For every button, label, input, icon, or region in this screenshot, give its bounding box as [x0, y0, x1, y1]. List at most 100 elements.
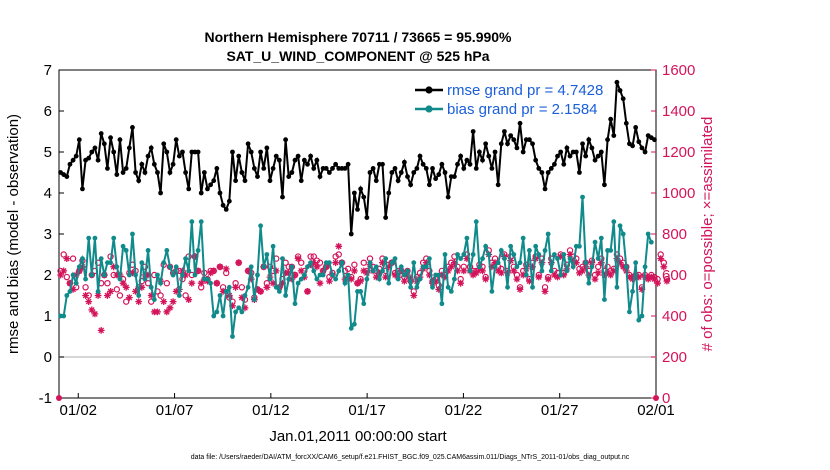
obs-assimilated-point [657, 255, 665, 262]
bias-point [401, 272, 407, 278]
y-axis-label-left: rmse and bias (model - observation) [5, 114, 22, 354]
rmse-point [620, 96, 626, 102]
bias-point [192, 272, 198, 278]
obs-assimilated-point [401, 277, 408, 285]
bias-point [577, 243, 582, 249]
rmse-point [580, 141, 585, 147]
bias-point [395, 276, 401, 282]
rmse-point [652, 137, 657, 143]
x-axis-ticks: 01/02 01/07 01/12 01/17 01/22 01/27 02/01 [59, 393, 675, 419]
obs-possible-point [82, 284, 89, 291]
legend-swatch-marker [425, 105, 433, 113]
obs-assimilated-point [663, 277, 671, 285]
rmse-point [451, 174, 457, 180]
rmse-point [264, 145, 270, 151]
rmse-point [70, 157, 76, 163]
obs-assimilated-point [651, 275, 658, 283]
rmse-point [561, 161, 567, 167]
left-tick-label: 1 [44, 308, 52, 325]
obs-assimilated-point [363, 269, 371, 277]
obs-assimilated-point [544, 275, 552, 283]
obs-possible-point [182, 292, 189, 299]
rmse-point [136, 178, 142, 184]
obs-possible-point [157, 292, 164, 299]
obs-assimilated-point [316, 279, 324, 287]
bias-point [586, 280, 592, 286]
bias-point [514, 264, 520, 270]
rmse-point [111, 149, 117, 155]
obs-assimilated-point [213, 279, 221, 287]
bias-point [542, 248, 548, 253]
bias-point [623, 264, 629, 270]
bias-point [439, 301, 445, 307]
obs-assimilated-point [135, 298, 143, 305]
obs-assimilated-point [347, 275, 355, 283]
obs-assimilated-point [91, 310, 99, 318]
obs-assimilated-point [216, 263, 224, 271]
obs-possible-point [360, 259, 367, 266]
obs-assimilated-point [654, 279, 661, 287]
obs-assimilated-point [538, 259, 546, 267]
bias-point [564, 268, 570, 274]
rmse-point [261, 166, 267, 171]
bias-point [239, 309, 245, 315]
rmse-point [286, 174, 292, 180]
rmse-point [326, 170, 332, 175]
obs-assimilated-point [269, 279, 277, 287]
obs-assimilated-point [613, 255, 621, 262]
obs-assimilated-point [376, 269, 383, 277]
bias-point [92, 235, 98, 241]
rmse-point [573, 149, 579, 155]
bias-point [276, 289, 282, 294]
obs-assimilated-point [519, 271, 527, 279]
obs-assimilated-point [629, 275, 636, 283]
obs-assimilated-point [407, 275, 414, 283]
rmse-point [380, 161, 385, 167]
bias-point [236, 305, 242, 311]
bias-point [392, 256, 398, 261]
right-tick-label: 200 [662, 349, 687, 366]
rmse-point [323, 166, 329, 171]
bias-point [358, 289, 364, 294]
bias-point [301, 272, 307, 278]
bias-point [498, 248, 504, 253]
rmse-point [426, 182, 432, 188]
obs-assimilated-point [557, 253, 565, 260]
x-tick-label: 01/12 [252, 402, 290, 419]
obs-assimilated-point [97, 327, 105, 334]
obs-assimilated-point [304, 288, 311, 295]
obs-assimilated-point [229, 302, 236, 310]
rmse-point [105, 166, 110, 171]
rmse-point [533, 157, 539, 163]
obs-assimilated-point [529, 263, 536, 271]
bias-point [286, 276, 292, 282]
obs-assimilated-point [107, 288, 114, 295]
obs-assimilated-point [122, 283, 130, 291]
bias-point [548, 268, 554, 274]
obs-assimilated-point [294, 255, 302, 262]
rmse-point [117, 137, 123, 143]
rmse-point [489, 166, 495, 171]
bias-point [636, 317, 642, 323]
bias-point [467, 268, 473, 274]
obs-assimilated-point [644, 275, 652, 283]
bias-point [101, 272, 107, 278]
x-tick-label: 01/27 [541, 402, 579, 419]
rmse-point [245, 141, 251, 147]
obs-assimilated-point [635, 273, 643, 281]
bias-point [83, 276, 88, 282]
rmse-point [395, 178, 401, 184]
obs-assimilated-point [469, 271, 477, 279]
bias-point [398, 264, 404, 270]
obs-assimilated-point [516, 286, 524, 293]
obs-assimilated-point [616, 259, 624, 267]
plot-frame [58, 69, 657, 399]
bias-point [527, 248, 532, 253]
obs-assimilated-point [219, 288, 227, 295]
rmse-point [173, 137, 179, 143]
obs-assimilated-point [610, 267, 618, 275]
obs-assimilated-point [535, 273, 543, 281]
bias-point [630, 289, 635, 294]
rmse-point [358, 186, 364, 192]
